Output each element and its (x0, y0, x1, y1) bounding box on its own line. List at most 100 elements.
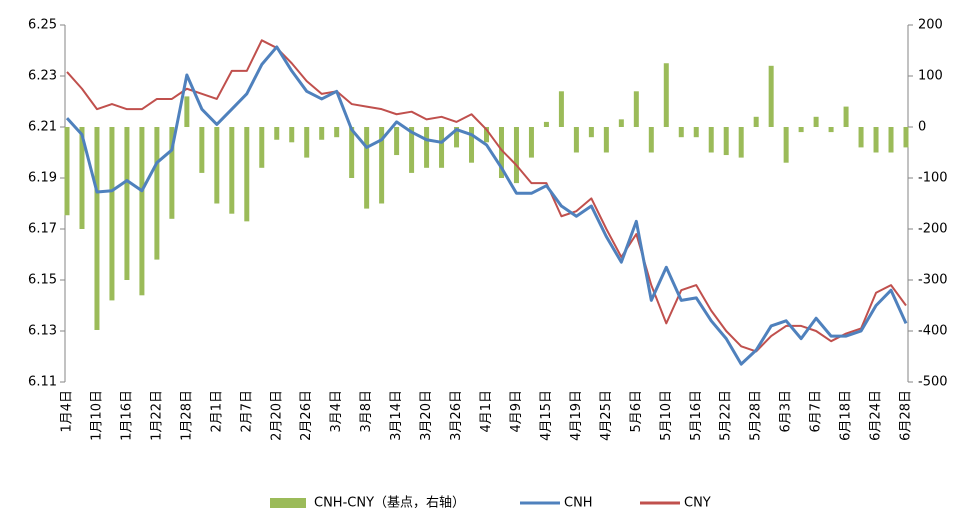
bar (349, 127, 355, 178)
x-tick-label: 5月16日 (689, 390, 704, 441)
x-tick-label: 5月22日 (719, 390, 734, 441)
bar (708, 127, 714, 153)
bar (244, 127, 250, 222)
bar (558, 91, 564, 127)
x-tick-label: 4月19日 (569, 390, 584, 441)
bar (259, 127, 265, 168)
x-tick-label: 4月25日 (599, 390, 614, 441)
y2-tick-label: 0 (918, 120, 926, 135)
y-tick-label: 6.17 (28, 222, 57, 237)
bar (858, 127, 864, 148)
bar (184, 96, 190, 127)
bar (618, 119, 624, 127)
y-tick-label: 6.15 (28, 273, 57, 288)
bar (663, 63, 669, 127)
x-tick-label: 3月8日 (359, 390, 374, 433)
bar (873, 127, 879, 153)
x-tick-label: 3月4日 (329, 390, 344, 433)
bar (154, 127, 160, 260)
y2-tick-label: 200 (918, 18, 943, 33)
bar (484, 127, 489, 143)
x-tick-label: 4月9日 (509, 390, 524, 433)
bar (379, 127, 385, 204)
bar (64, 127, 70, 216)
x-tick-label: 6月3日 (779, 390, 794, 433)
bar (693, 127, 699, 138)
x-tick-label: 5月6日 (629, 390, 644, 433)
bar (648, 127, 654, 153)
x-tick-label: 6月24日 (869, 390, 884, 441)
x-tick-label: 2月1日 (209, 390, 224, 433)
bar (498, 127, 504, 178)
bar (334, 127, 340, 138)
y-tick-label: 6.21 (28, 120, 57, 135)
x-tick-label: 3月26日 (449, 390, 464, 441)
x-tick-label: 3月14日 (389, 390, 404, 441)
x-tick-label: 1月10日 (89, 390, 104, 441)
bar (753, 116, 759, 127)
legend-label: CNH (564, 496, 593, 511)
y2-tick-label: -100 (918, 171, 948, 186)
y2-tick-label: -200 (918, 222, 948, 237)
x-tick-label: 6月28日 (899, 390, 914, 441)
bar (768, 65, 774, 127)
y2-tick-label: -400 (918, 324, 948, 339)
bar (888, 127, 894, 153)
bar (543, 121, 549, 127)
bar (199, 127, 205, 173)
bar (723, 127, 729, 156)
x-tick-label: 5月28日 (749, 390, 764, 441)
x-tick-label: 5月10日 (659, 390, 674, 441)
y-tick-label: 6.23 (28, 69, 57, 84)
y2-tick-label: -300 (918, 273, 948, 288)
bar (304, 127, 310, 158)
bar (528, 127, 534, 158)
y-tick-label: 6.11 (28, 375, 57, 390)
bar (94, 127, 100, 330)
legend-swatch (270, 498, 306, 508)
legend-label: CNH-CNY（基点，右轴） (314, 496, 465, 511)
y2-tick-label: -500 (918, 375, 948, 390)
bar (109, 127, 115, 301)
bar (513, 127, 519, 184)
bar (633, 91, 639, 127)
bar (124, 127, 130, 280)
bar (214, 127, 220, 204)
bar (229, 127, 235, 214)
line (66, 39, 907, 353)
x-tick-label: 3月20日 (419, 390, 434, 441)
bar (469, 127, 475, 163)
y-tick-label: 6.25 (28, 18, 57, 33)
x-tick-label: 1月28日 (179, 390, 194, 441)
bar (364, 127, 370, 209)
bar (454, 127, 460, 148)
bar (289, 127, 295, 143)
bar (798, 127, 804, 133)
bar (274, 127, 280, 140)
bar (738, 127, 744, 158)
x-tick-label: 1月4日 (60, 390, 75, 433)
legend-label: CNY (684, 496, 711, 511)
bar (678, 127, 684, 138)
x-tick-label: 4月15日 (539, 390, 554, 441)
bar (394, 127, 400, 156)
bar (424, 127, 430, 168)
bar (139, 127, 145, 296)
y-tick-label: 6.19 (28, 171, 57, 186)
line (65, 45, 908, 366)
bar (843, 106, 849, 127)
bar (588, 127, 594, 138)
x-tick-label: 4月1日 (479, 390, 494, 433)
bar (573, 127, 579, 153)
bar (783, 127, 789, 163)
x-tick-label: 6月18日 (839, 390, 854, 441)
bar (603, 127, 609, 153)
x-tick-label: 1月16日 (119, 390, 134, 441)
y2-tick-label: 100 (918, 69, 943, 84)
x-tick-label: 2月26日 (299, 390, 314, 441)
bar (903, 127, 909, 148)
x-tick-label: 6月7日 (809, 390, 824, 433)
bar (169, 127, 175, 219)
bar (319, 127, 325, 140)
